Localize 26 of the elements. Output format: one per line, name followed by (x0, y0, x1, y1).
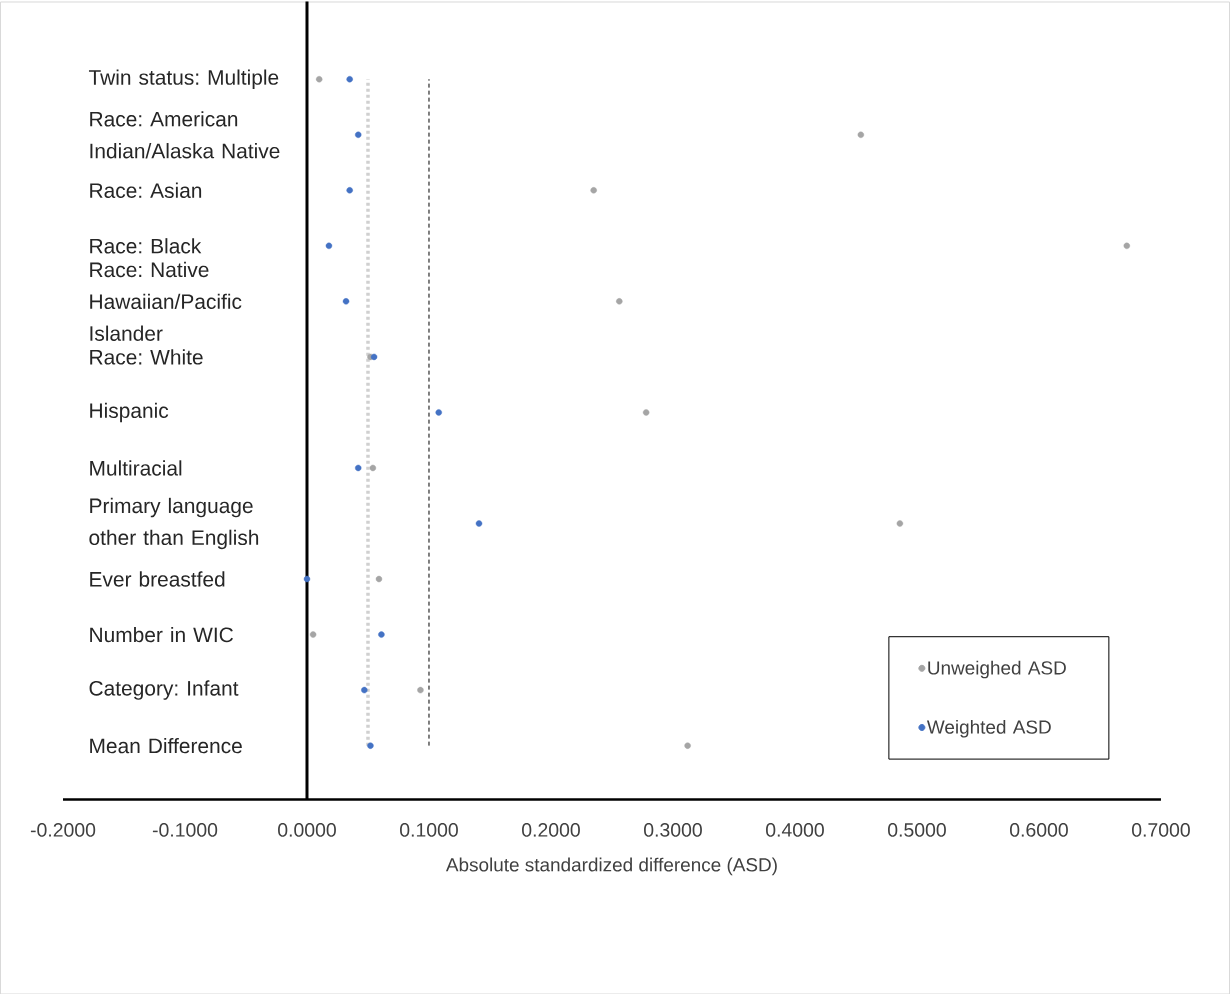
y-tick-label: Race: White (90, 348, 203, 365)
x-tick-label: 0.3000 (644, 822, 702, 837)
x-tick-label: 0.4000 (766, 822, 824, 837)
x-tick-label: 0.6000 (1010, 822, 1068, 837)
y-tick-label: Category: Infant (89, 680, 239, 700)
x-tick-label: 0.0000 (278, 822, 336, 837)
legend-label: Unweighed ASD (928, 660, 1066, 679)
y-tick-label: Twin status: Multiple (88, 69, 279, 89)
x-tick-label: -0.1000 (152, 822, 218, 837)
x-tick-label: -0.2000 (30, 822, 96, 837)
y-tick-label: Race: Asian (90, 182, 202, 198)
x-tick-label: 0.1000 (400, 822, 458, 837)
y-tick-label: Ever breastfed (90, 571, 225, 587)
y-tick-label: Mean Difference (90, 737, 242, 754)
legend-label: Weighted ASD (926, 719, 1051, 738)
y-tick-label: Number in WIC (90, 626, 233, 642)
x-axis-title: Absolute standardized difference (ASD) (445, 857, 777, 875)
y-tick-label: Race: American Indian/Alaska Native (90, 110, 280, 159)
x-tick-label: 0.2000 (522, 822, 580, 837)
x-tick-label: 0.5000 (888, 822, 946, 837)
y-tick-label: Multiracial (90, 460, 182, 476)
y-tick-label: Race: Native Hawaiian/Pacific Islander (90, 261, 242, 341)
y-tick-label: Primary language other than English (89, 497, 259, 549)
y-tick-label: Race: Black (90, 237, 202, 254)
y-tick-label: Hispanic (90, 402, 169, 422)
x-tick-label: 0.7000 (1132, 822, 1190, 837)
